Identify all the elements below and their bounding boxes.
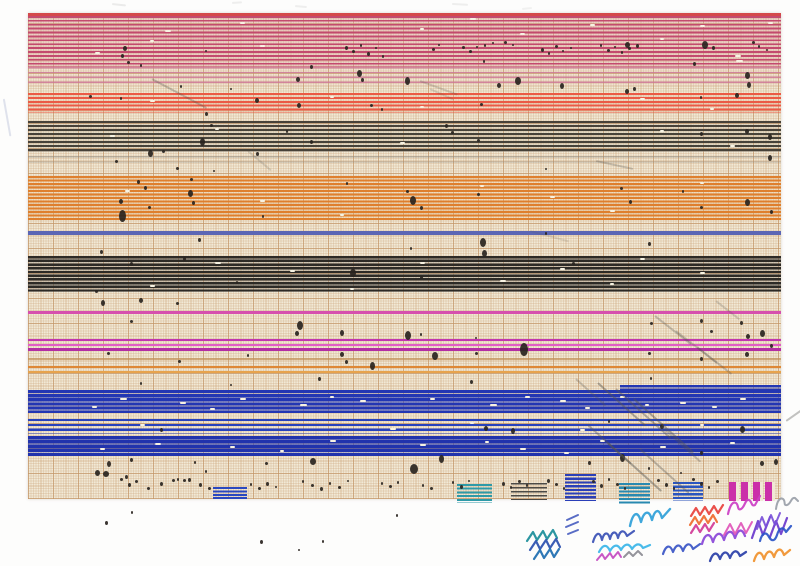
pencil-streak <box>521 6 533 10</box>
pencil-streak <box>111 3 127 7</box>
ink-splatter <box>131 511 133 514</box>
pen-scribble <box>688 513 719 527</box>
pencil-streak <box>785 408 800 422</box>
ink-splatter <box>105 521 108 525</box>
pencil-streak <box>231 1 243 4</box>
pen-scribble <box>596 551 622 561</box>
pencil-streak <box>3 98 12 137</box>
pen-scribble <box>689 521 716 535</box>
ink-splatter <box>396 514 398 517</box>
ink-splatter <box>298 549 300 551</box>
pen-scribble <box>689 503 725 518</box>
pen-scribble <box>750 515 789 540</box>
pen-scribble <box>525 528 559 543</box>
pen-scribble <box>700 529 747 546</box>
pen-scribble <box>752 548 792 563</box>
ink-splatter <box>322 540 324 543</box>
pen-scribble <box>528 537 562 552</box>
pencil-streak <box>451 3 469 6</box>
pen-scribble <box>775 496 799 510</box>
pen-scribble <box>623 550 643 558</box>
pen-scribble <box>591 529 636 544</box>
pen-scribble <box>708 550 748 563</box>
pen-scribble <box>756 512 781 530</box>
pen-scribble <box>661 542 702 556</box>
pen-scribble <box>758 524 793 543</box>
pen-scribble <box>532 547 561 561</box>
pencil-streak <box>294 5 308 8</box>
graph-paper-sheet <box>28 13 781 499</box>
pen-scribble <box>723 521 753 536</box>
pen-scribble <box>597 543 652 554</box>
pen-scribble <box>565 514 579 535</box>
pen-scribble <box>628 507 672 528</box>
ink-splatter <box>260 540 263 544</box>
